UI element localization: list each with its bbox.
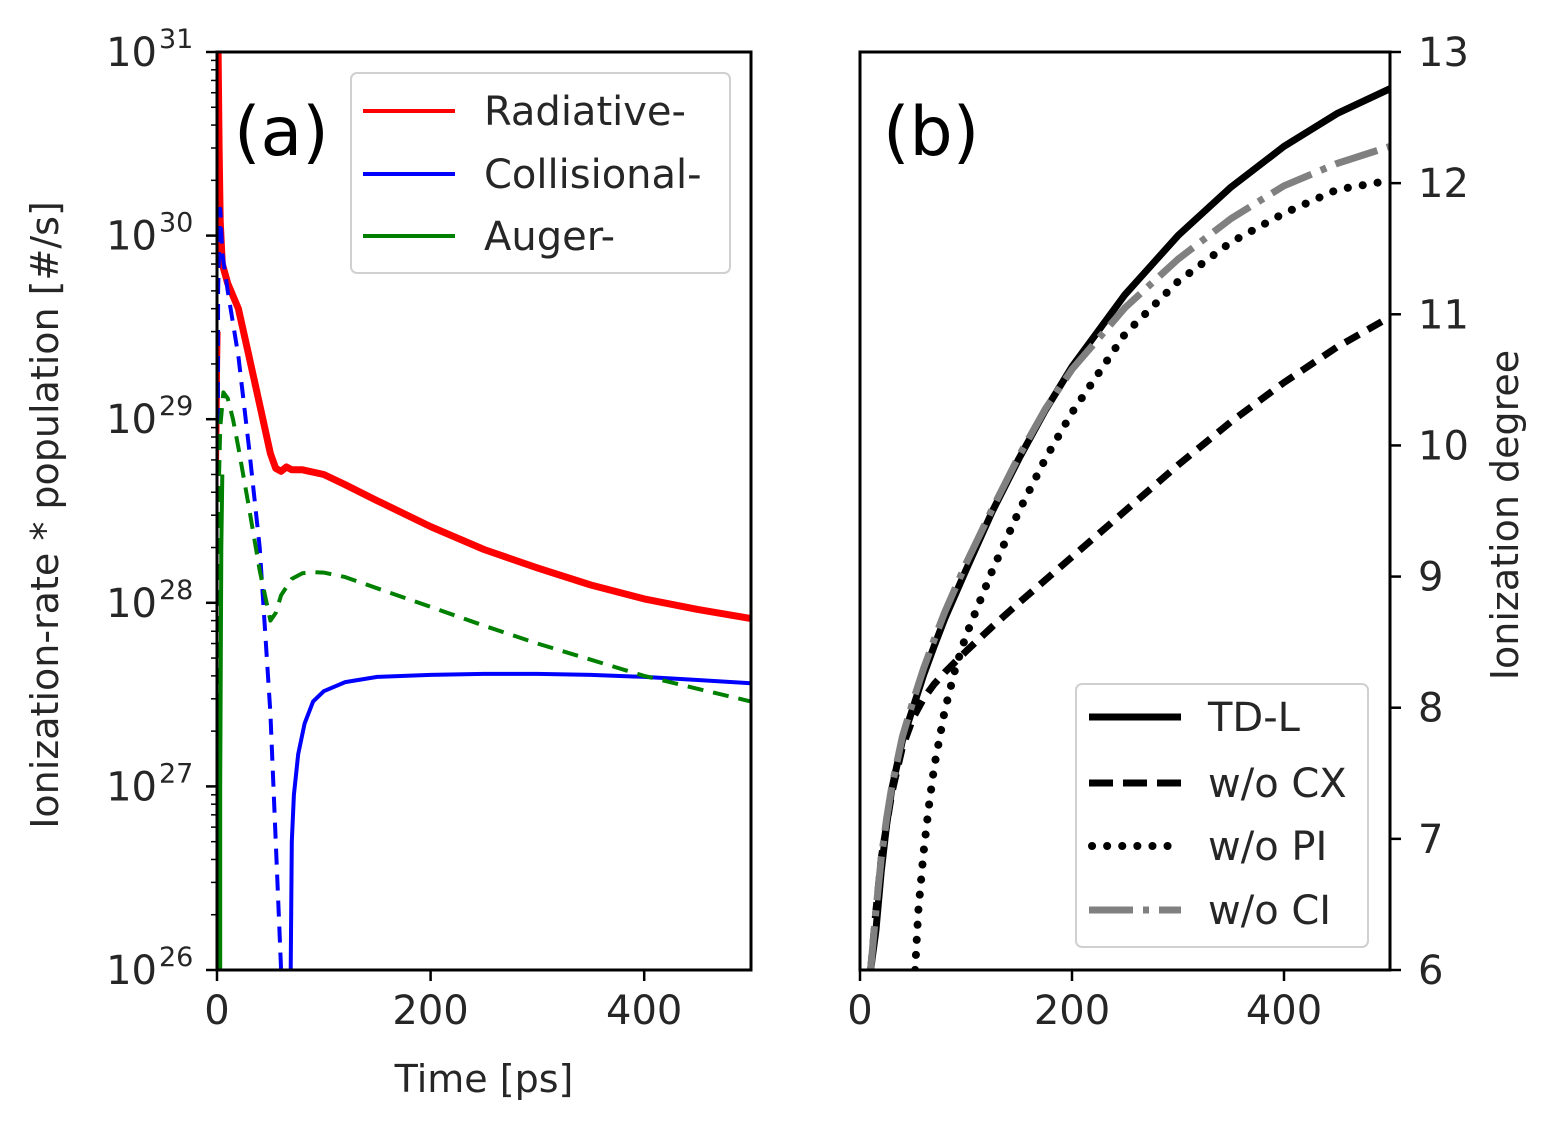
legend-label-wo-pi: w/o PI — [1208, 824, 1327, 870]
series-line-collisional-positive — [288, 671, 751, 970]
panel-a-x-tick-label: 200 — [392, 988, 468, 1034]
panel-a-x-ticks: 0 200 400 — [204, 970, 682, 1034]
panel-b-legend: TD-L w/o CX w/o PI w/o CI — [1075, 683, 1369, 948]
legend-label-radiative: Radiative- — [484, 89, 686, 135]
panel-a-label: (a) — [234, 93, 329, 172]
panel-b-y-tick-label: 6 — [1418, 948, 1443, 994]
panel-b-x-tick-label: 0 — [847, 988, 872, 1034]
panel-b-x-ticks: 0 200 400 — [847, 970, 1322, 1034]
panel-b-y-tick-label: 8 — [1418, 686, 1443, 732]
panel-a-plot-frame — [215, 50, 753, 972]
panel-a-y-axis-label: Ionization-rate * population [#/s] — [23, 201, 67, 829]
panel-a-y-tick-exponent: 30 — [159, 208, 193, 239]
panel-b-y-tick-label: 9 — [1418, 555, 1443, 601]
panel-a-y-tick-label: 10 — [106, 764, 157, 810]
panel-a-y-tick-label: 10 — [106, 581, 157, 627]
panel-a-x-tick-label: 400 — [606, 988, 682, 1034]
panel-b-y-ticks: 6 7 8 9 10 11 12 13 — [1390, 30, 1469, 994]
panel-a-series-lines — [217, 52, 751, 970]
series-line-auger-positive — [218, 474, 225, 970]
series-line-w-o-ci — [867, 143, 1390, 970]
panel-a-y-tick-exponent: 28 — [159, 575, 193, 606]
panel-a-x-tick-label: 0 — [204, 988, 229, 1034]
panel-a-legend-box — [350, 72, 731, 274]
panel-b-y-tick-label: 11 — [1418, 292, 1469, 338]
series-line-w-o-pi — [911, 176, 1390, 970]
panel-b-y-tick-label: 10 — [1418, 423, 1469, 469]
panel-b-plot-frame — [858, 50, 1392, 972]
panel-a-y-tick-exponent: 27 — [159, 758, 193, 789]
panel-b-y-axis-label: Ionization degree — [1483, 350, 1527, 680]
legend-label-collisional: Collisional- — [484, 152, 702, 198]
panel-a-y-tick-exponent: 31 — [159, 24, 193, 55]
panel-b-y-tick-label: 7 — [1418, 817, 1443, 863]
panel-b-legend-box — [1075, 683, 1369, 948]
panel-a-y-tick-exponent: 26 — [159, 942, 193, 973]
panel-b-series-lines — [867, 85, 1390, 970]
panel-a-y-tick-label: 10 — [106, 397, 157, 443]
panel-b-y-tick-label: 12 — [1418, 161, 1469, 207]
panel-b-chart: 0 200 400 6 7 8 9 10 11 12 13 (b) Ionization degr… — [847, 30, 1527, 1034]
legend-label-wo-ci: w/o CI — [1208, 888, 1331, 934]
series-line-auger — [217, 390, 751, 970]
panel-a-y-tick-label: 10 — [106, 214, 157, 260]
series-line-w-o-cx — [867, 313, 1390, 970]
panel-a-y-tick-label: 10 — [106, 30, 157, 76]
legend-label-auger: Auger- — [484, 214, 615, 260]
panel-a-legend: Radiative- Collisional- Auger- — [350, 72, 731, 274]
legend-label-tdl: TD-L — [1207, 695, 1301, 741]
panel-b-x-tick-label: 400 — [1246, 988, 1322, 1034]
panel-b-y-tick-label: 13 — [1418, 30, 1469, 76]
panel-b-label: (b) — [883, 93, 979, 172]
panel-b-x-tick-label: 200 — [1034, 988, 1110, 1034]
panel-a-y-tick-exponent: 29 — [159, 391, 193, 422]
series-line-collisional — [217, 206, 284, 970]
panel-a-y-tick-label: 10 — [106, 948, 157, 994]
legend-label-wo-cx: w/o CX — [1208, 761, 1347, 807]
panel-a-x-axis-label: Time [ps] — [394, 1057, 574, 1101]
